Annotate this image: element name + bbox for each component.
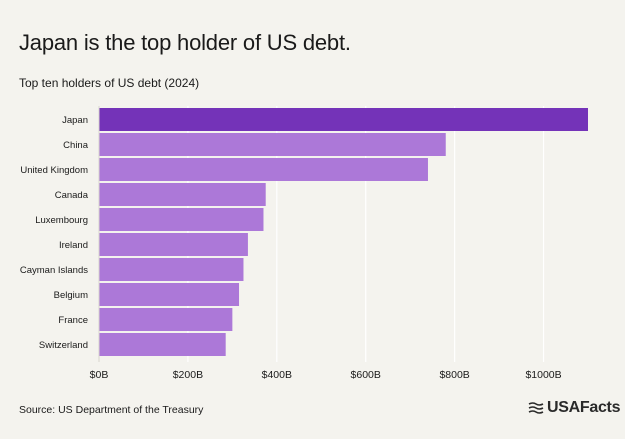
source-note: Source: US Department of the Treasury	[19, 404, 204, 416]
category-label: United Kingdom	[20, 165, 88, 176]
x-tick-label: $400B	[262, 369, 292, 381]
chart-subtitle: Top ten holders of US debt (2024)	[19, 76, 200, 90]
flag-wave-icon	[528, 402, 544, 414]
category-label: Cayman Islands	[20, 265, 88, 276]
x-tick-label: $800B	[439, 369, 469, 381]
category-label: Japan	[62, 115, 88, 126]
logo-text: USAFacts	[547, 399, 621, 416]
bar-united-kingdom	[99, 158, 428, 181]
category-label: France	[58, 315, 88, 326]
category-label: Switzerland	[39, 340, 88, 351]
bar-china	[99, 133, 446, 156]
category-label: Belgium	[54, 290, 88, 301]
x-tick-label: $0B	[90, 369, 109, 381]
category-label: Luxembourg	[35, 215, 88, 226]
usafacts-logo: USAFacts	[528, 399, 620, 417]
category-label: Ireland	[59, 240, 88, 251]
bar-japan	[99, 108, 588, 131]
bar-belgium	[99, 283, 240, 306]
x-tick-label: $600B	[351, 369, 381, 381]
chart-title: Japan is the top holder of US debt.	[19, 30, 351, 55]
bar-ireland	[99, 233, 248, 256]
bar-france	[99, 308, 233, 331]
bar-luxembourg	[99, 208, 264, 231]
bar-cayman-islands	[99, 258, 244, 281]
bar-switzerland	[99, 333, 226, 356]
x-tick-label: $200B	[173, 369, 203, 381]
category-label: China	[63, 140, 89, 151]
category-label: Canada	[55, 190, 89, 201]
bar-canada	[99, 183, 266, 206]
x-tick-label: $1000B	[525, 369, 561, 381]
